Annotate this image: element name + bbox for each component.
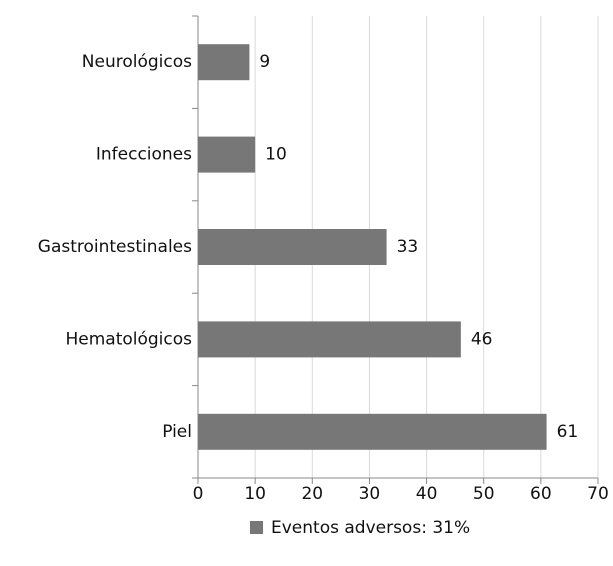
y-tick-label: Piel: [162, 422, 192, 442]
value-label: 9: [259, 52, 270, 72]
legend-swatch: [250, 521, 263, 534]
x-tick-label: 10: [244, 484, 266, 504]
x-tick-label: 60: [530, 484, 552, 504]
y-tick-label: Neurológicos: [82, 52, 192, 72]
value-label: 33: [397, 237, 419, 257]
x-tick-label: 0: [193, 484, 204, 504]
x-tick-label: 50: [473, 484, 495, 504]
legend-label: Eventos adversos: 31%: [271, 518, 470, 538]
value-label: 46: [471, 329, 493, 349]
bar: [198, 229, 387, 265]
x-tick-label: 30: [359, 484, 381, 504]
x-tick-label: 20: [301, 484, 323, 504]
bar: [198, 136, 256, 173]
y-tick-label: Hematológicos: [65, 329, 192, 349]
value-label: 10: [265, 145, 287, 165]
bar: [198, 44, 250, 81]
y-tick-label: Gastrointestinales: [38, 237, 192, 257]
x-tick-label: 40: [416, 484, 438, 504]
bar: [198, 321, 461, 358]
y-tick-label: Infecciones: [96, 145, 192, 165]
x-tick-label: 70: [587, 484, 609, 504]
value-label: 61: [557, 422, 579, 442]
bar: [198, 413, 547, 450]
